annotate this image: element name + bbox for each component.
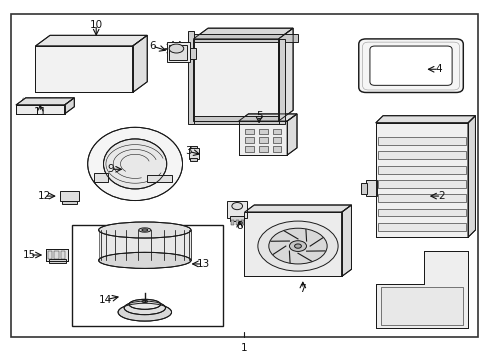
Bar — [244, 212, 341, 276]
Bar — [377, 180, 465, 188]
Text: 6: 6 — [148, 41, 155, 51]
Text: 10: 10 — [89, 19, 102, 30]
Polygon shape — [341, 205, 351, 276]
Ellipse shape — [103, 139, 166, 189]
Bar — [166, 42, 190, 62]
Text: 15: 15 — [23, 250, 36, 260]
Polygon shape — [375, 116, 474, 123]
Text: 12: 12 — [38, 191, 51, 201]
Bar — [377, 208, 465, 216]
Bar — [193, 39, 278, 121]
Ellipse shape — [294, 244, 301, 248]
Polygon shape — [193, 28, 292, 39]
Polygon shape — [35, 46, 132, 93]
Polygon shape — [64, 98, 74, 114]
Text: 13: 13 — [196, 259, 209, 269]
Polygon shape — [278, 28, 292, 121]
Ellipse shape — [99, 252, 191, 269]
Bar — [235, 220, 239, 225]
Bar — [259, 147, 267, 152]
Bar — [188, 116, 283, 124]
Polygon shape — [94, 173, 108, 182]
Bar — [61, 251, 65, 259]
Polygon shape — [16, 98, 74, 105]
Bar — [377, 137, 465, 145]
Polygon shape — [244, 205, 351, 212]
FancyBboxPatch shape — [369, 46, 451, 85]
Polygon shape — [238, 121, 287, 155]
Polygon shape — [238, 114, 296, 121]
Ellipse shape — [268, 228, 326, 264]
Bar — [244, 212, 341, 276]
Bar — [190, 158, 197, 161]
Ellipse shape — [142, 300, 147, 302]
Bar — [230, 220, 234, 225]
Bar — [193, 39, 278, 121]
Text: 14: 14 — [99, 295, 112, 305]
Bar — [187, 31, 194, 124]
Polygon shape — [35, 35, 147, 46]
Bar — [72, 225, 222, 327]
Bar — [46, 249, 68, 261]
Bar — [48, 259, 65, 263]
Bar — [60, 192, 79, 202]
Bar — [361, 183, 366, 194]
Bar — [227, 202, 246, 217]
Ellipse shape — [139, 228, 151, 232]
Text: 1: 1 — [241, 343, 247, 353]
Ellipse shape — [129, 299, 160, 309]
Text: 11: 11 — [34, 107, 47, 117]
Bar — [190, 48, 196, 59]
Ellipse shape — [142, 229, 147, 231]
Bar — [245, 138, 254, 143]
Text: 3: 3 — [185, 147, 191, 157]
Bar — [62, 201, 77, 204]
Bar — [188, 148, 199, 158]
Bar — [272, 147, 281, 152]
Ellipse shape — [118, 303, 171, 321]
Ellipse shape — [87, 127, 182, 201]
Bar — [99, 230, 191, 260]
Bar — [188, 34, 297, 42]
Bar — [272, 138, 281, 143]
Ellipse shape — [169, 44, 183, 53]
Bar — [380, 287, 462, 325]
Bar — [377, 152, 465, 159]
FancyBboxPatch shape — [358, 39, 462, 93]
Polygon shape — [132, 35, 147, 93]
Text: 7: 7 — [299, 284, 305, 294]
Bar — [245, 147, 254, 152]
Text: 2: 2 — [437, 191, 444, 201]
Bar — [190, 146, 197, 148]
Ellipse shape — [257, 221, 337, 271]
Ellipse shape — [289, 241, 306, 251]
Polygon shape — [16, 105, 64, 114]
Bar — [377, 194, 465, 202]
Bar — [259, 129, 267, 134]
Polygon shape — [375, 123, 467, 237]
Bar — [377, 166, 465, 174]
Ellipse shape — [124, 301, 165, 315]
Bar — [168, 45, 187, 60]
Text: 9: 9 — [107, 164, 114, 174]
Bar — [272, 129, 281, 134]
Bar — [240, 220, 244, 225]
Ellipse shape — [231, 203, 242, 210]
Polygon shape — [375, 251, 467, 328]
Bar — [366, 180, 376, 196]
Text: 4: 4 — [435, 64, 442, 74]
Bar — [259, 138, 267, 143]
Text: 8: 8 — [236, 221, 243, 231]
Bar — [54, 251, 59, 259]
Polygon shape — [147, 175, 171, 182]
Ellipse shape — [99, 222, 191, 238]
Polygon shape — [287, 114, 296, 155]
Text: 5: 5 — [255, 111, 262, 121]
Bar — [245, 129, 254, 134]
Polygon shape — [467, 116, 474, 237]
Bar — [278, 39, 285, 124]
Bar — [229, 216, 244, 221]
Bar — [48, 251, 52, 259]
Bar — [377, 223, 465, 231]
